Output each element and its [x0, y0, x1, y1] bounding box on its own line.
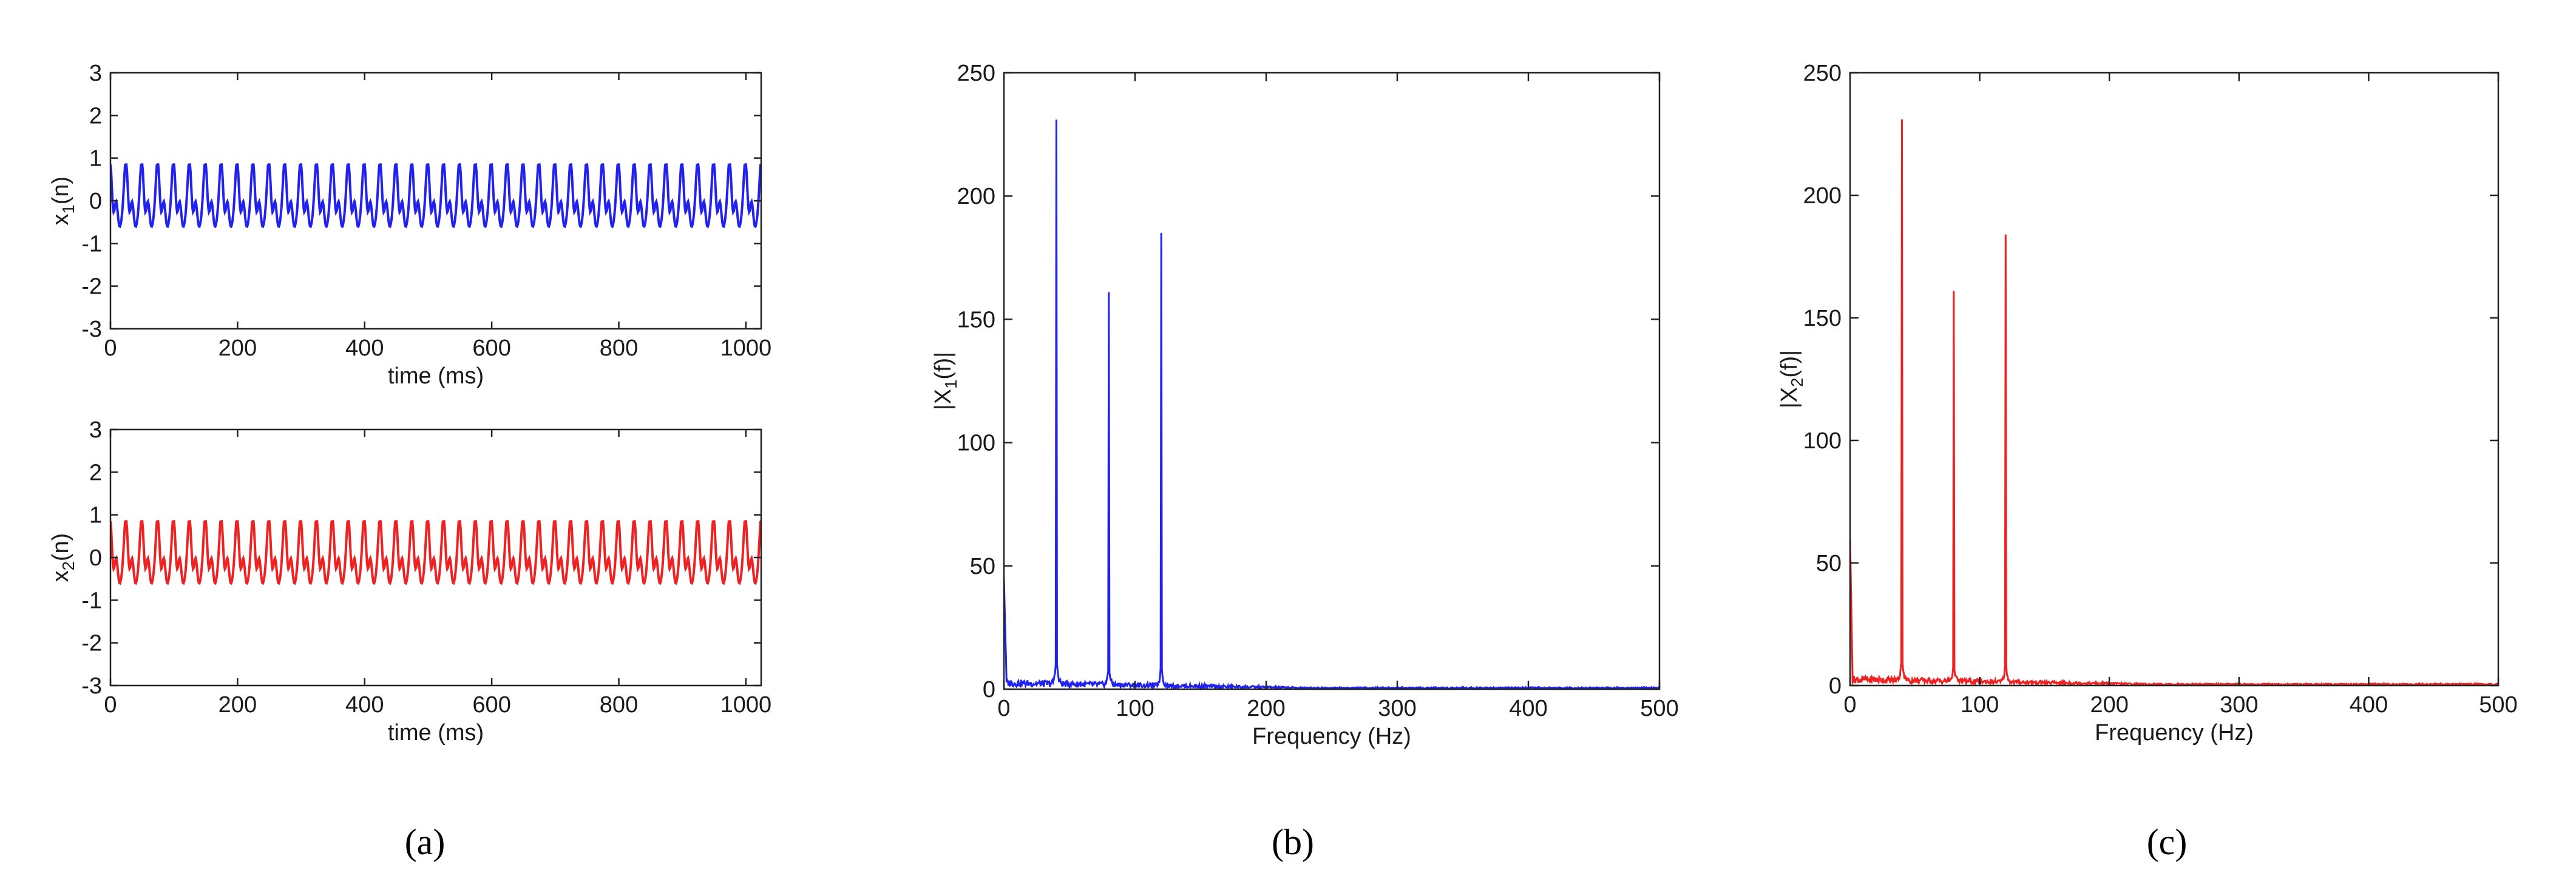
x-tick-label: 0	[104, 335, 117, 361]
y-tick-label: -1	[81, 588, 102, 613]
y-tick-label: 0	[1829, 673, 1842, 699]
y-axis-label: |X2(f)|	[1777, 350, 1806, 408]
x-tick-label: 200	[1247, 696, 1285, 721]
x-tick-label: 100	[1116, 696, 1154, 721]
axes-frame	[1849, 72, 2500, 687]
x-tick-label: 1000	[720, 335, 772, 361]
y-tick-label: 200	[1803, 183, 1842, 209]
y-axis-label: x2(n)	[48, 533, 78, 582]
y-tick-label: 0	[89, 189, 102, 214]
series-line	[1850, 119, 2498, 686]
y-tick-label: 100	[1803, 428, 1842, 454]
x-tick-label: 800	[600, 692, 638, 718]
x-axis-label: Frequency (Hz)	[1252, 724, 1411, 749]
time-plot-x2: 0 200 400 600 800 1000 -3 -2 -1 0 1 2 3 time (ms) x2(n…	[48, 417, 771, 746]
x-axis-label: Frequency (Hz)	[2095, 720, 2254, 746]
y-tick-label: 50	[970, 554, 995, 579]
y-tick-label: 2	[89, 103, 102, 129]
y-tick-label: 1	[89, 146, 102, 172]
x-tick-label: 1000	[720, 692, 772, 718]
x-tick-label: 400	[345, 692, 384, 718]
series-line	[110, 520, 761, 585]
spectrum-plot-x2: 0 100 200 300 400 500 0 50 100 150 200 250 Frequency…	[1777, 61, 2518, 746]
x-tick-label: 200	[219, 335, 257, 361]
axes-frame	[1003, 72, 1661, 690]
y-tick-label: 0	[983, 677, 995, 703]
x-tick-label: 100	[1961, 692, 1999, 718]
x-tick-label: 800	[600, 335, 638, 361]
panel-label-c: (c)	[2147, 822, 2188, 862]
x-tick-label: 600	[472, 692, 510, 718]
y-tick-label: 1	[89, 503, 102, 528]
y-tick-label: 0	[89, 545, 102, 571]
y-tick-label: -3	[81, 317, 102, 342]
x-tick-label: 300	[1378, 696, 1416, 721]
x-tick-label: 600	[472, 335, 510, 361]
series-line	[110, 163, 761, 229]
x-tick-label: 400	[1509, 696, 1547, 721]
x-tick-label: 0	[997, 696, 1010, 721]
x-tick-label: 500	[1640, 696, 1678, 721]
y-tick-label: 3	[89, 61, 102, 86]
y-tick-label: 150	[1803, 306, 1842, 331]
y-tick-label: 2	[89, 460, 102, 485]
x-tick-label: 500	[2479, 692, 2517, 718]
y-axis-label: |X1(f)|	[930, 352, 960, 410]
x-tick-label: 0	[104, 692, 117, 718]
x-tick-label: 200	[2090, 692, 2128, 718]
x-tick-label: 300	[2220, 692, 2258, 718]
x-tick-label: 200	[219, 692, 257, 718]
y-tick-label: -1	[81, 231, 102, 257]
panel-label-b: (b)	[1272, 822, 1314, 862]
y-tick-label: -2	[81, 631, 102, 656]
spectrum-plot-x1: 0 100 200 300 400 500 0 50 100 150 200 250 Frequency…	[930, 61, 1679, 749]
panel-label-a: (a)	[405, 822, 446, 862]
y-tick-label: 150	[957, 307, 995, 332]
x-tick-label: 400	[345, 335, 384, 361]
y-tick-label: 3	[89, 417, 102, 443]
y-tick-label: 250	[957, 61, 995, 86]
y-tick-label: 100	[957, 431, 995, 456]
y-tick-label: 250	[1803, 61, 1842, 86]
x-axis-label: time (ms)	[388, 363, 484, 389]
y-tick-label: -3	[81, 673, 102, 699]
y-tick-label: -2	[81, 274, 102, 300]
y-axis-label: x1(n)	[48, 177, 78, 226]
x-tick-label: 400	[2350, 692, 2388, 718]
y-tick-label: 50	[1816, 551, 1842, 576]
series-line	[1004, 120, 1659, 689]
x-axis-label: time (ms)	[388, 720, 484, 746]
time-plot-x1: 0 200 400 600 800 1000 -3 -2 -1 0 1 2 3 time (ms) x1(n…	[48, 61, 771, 389]
y-tick-label: 200	[957, 184, 995, 209]
x-tick-label: 0	[1843, 692, 1856, 718]
